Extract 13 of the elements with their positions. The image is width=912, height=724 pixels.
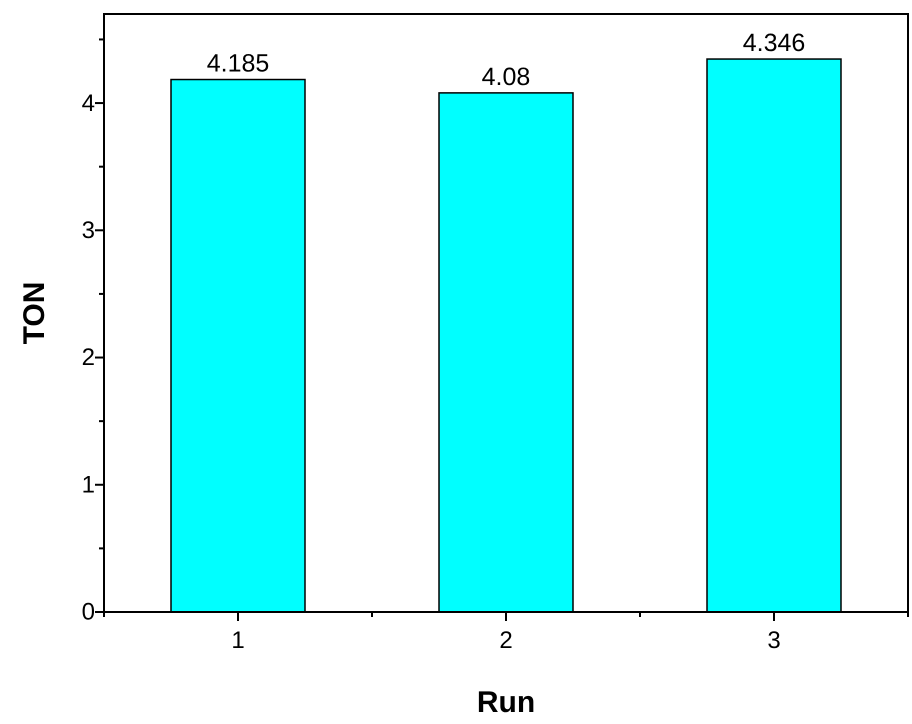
y-tick-label: 4 [82, 90, 95, 117]
x-tick-label: 2 [499, 627, 513, 654]
y-axis-title: TON [18, 282, 51, 344]
data-label: 4.08 [482, 62, 530, 91]
y-tick-label: 3 [82, 216, 95, 244]
y-tick-label: 2 [82, 344, 95, 372]
y-tick-label: 0 [82, 598, 95, 626]
data-label: 4.185 [206, 50, 270, 78]
x-axis-title: Run [476, 686, 536, 719]
y-tick-label: 1 [82, 471, 95, 498]
data-label: 4.346 [742, 29, 806, 58]
x-tick-label: 3 [767, 627, 781, 654]
x-tick-label: 1 [231, 627, 245, 654]
